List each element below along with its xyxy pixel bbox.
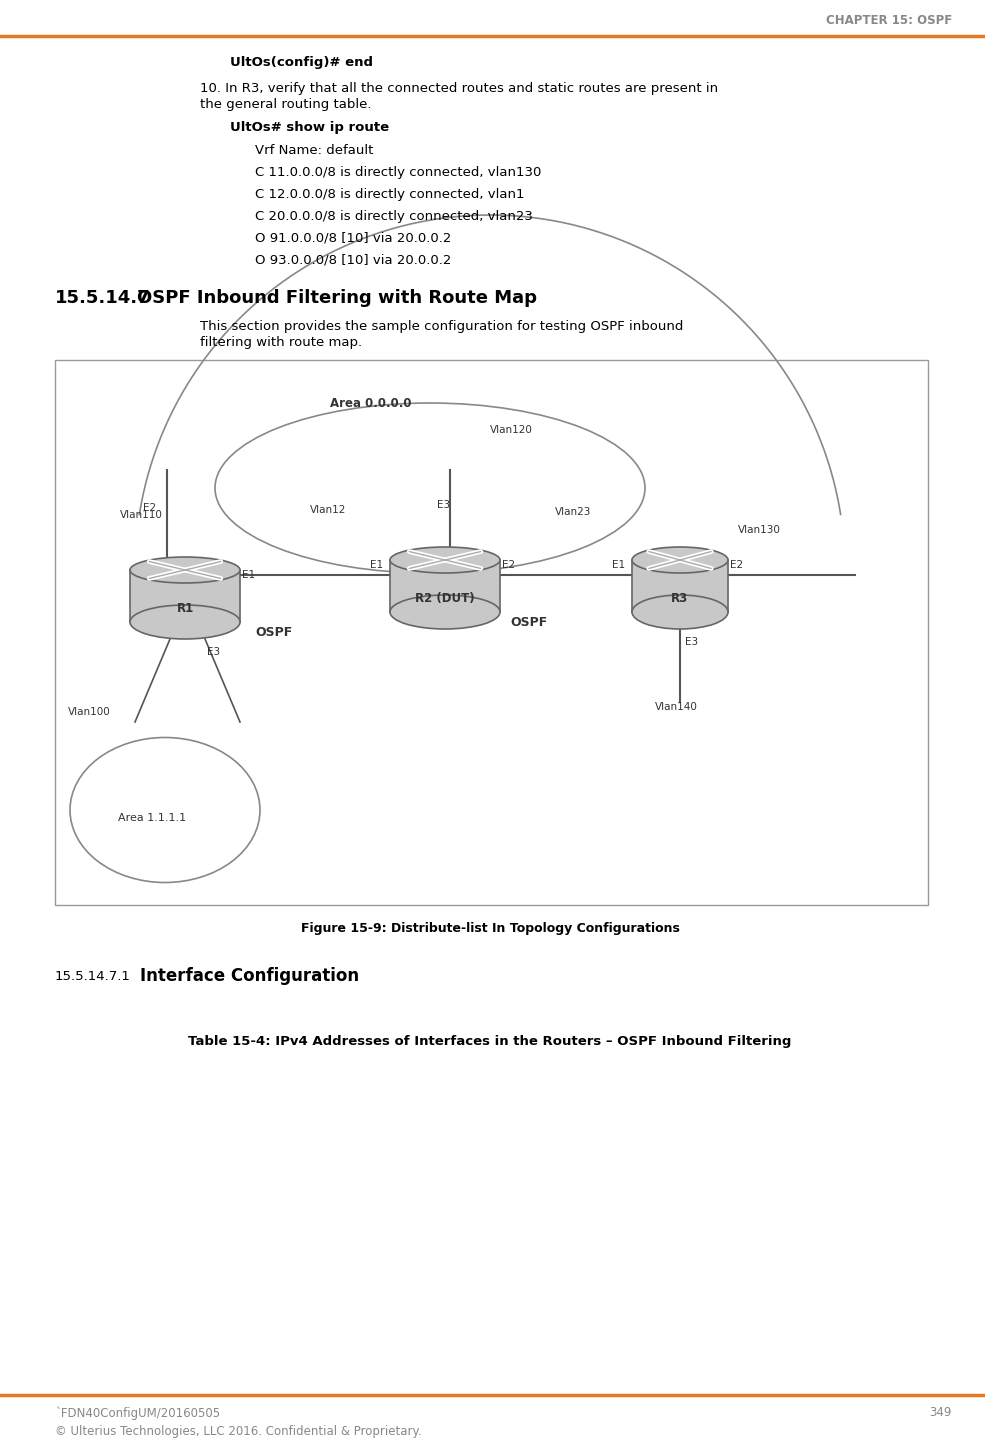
Text: Vlan100: Vlan100 [68, 708, 110, 716]
Bar [130, 570, 240, 622]
Text: R2 (DUT): R2 (DUT) [416, 592, 475, 605]
Ellipse shape [632, 594, 728, 629]
Text: E1: E1 [242, 570, 255, 580]
Text: Area 0.0.0.0: Area 0.0.0.0 [330, 396, 412, 409]
Text: Vrf Name: default: Vrf Name: default [255, 144, 373, 157]
Ellipse shape [130, 605, 240, 639]
Text: Area 1.1.1.1: Area 1.1.1.1 [118, 813, 186, 824]
Text: © Ulterius Technologies, LLC 2016. Confidential & Proprietary.: © Ulterius Technologies, LLC 2016. Confi… [55, 1425, 422, 1438]
Text: 15.5.14.7.1: 15.5.14.7.1 [55, 970, 131, 983]
Ellipse shape [390, 547, 500, 573]
Text: E1: E1 [370, 560, 383, 570]
Text: 15.5.14.7: 15.5.14.7 [55, 289, 151, 307]
Text: UltOs(config)# end: UltOs(config)# end [230, 55, 373, 68]
Text: 10. In R3, verify that all the connected routes and static routes are present in: 10. In R3, verify that all the connected… [200, 81, 718, 94]
Text: the general routing table.: the general routing table. [200, 97, 371, 110]
Text: 349: 349 [930, 1406, 952, 1420]
Text: Interface Configuration: Interface Configuration [140, 967, 360, 985]
Text: O 93.0.0.0/8 [10] via 20.0.0.2: O 93.0.0.0/8 [10] via 20.0.0.2 [255, 254, 451, 267]
Text: Vlan23: Vlan23 [555, 507, 591, 518]
Text: OSPF Inbound Filtering with Route Map: OSPF Inbound Filtering with Route Map [137, 289, 537, 307]
Text: CHAPTER 15: OSPF: CHAPTER 15: OSPF [825, 13, 952, 26]
Ellipse shape [390, 594, 500, 629]
Text: R3: R3 [672, 592, 689, 605]
Text: E2: E2 [502, 560, 515, 570]
Bar [55, 360, 928, 905]
Text: O 91.0.0.0/8 [10] via 20.0.0.2: O 91.0.0.0/8 [10] via 20.0.0.2 [255, 232, 451, 245]
Text: This section provides the sample configuration for testing OSPF inbound: This section provides the sample configu… [200, 319, 684, 332]
Text: filtering with route map.: filtering with route map. [200, 335, 362, 348]
Ellipse shape [130, 557, 240, 583]
Text: E1: E1 [612, 560, 625, 570]
Text: R1: R1 [176, 602, 194, 615]
Text: OSPF: OSPF [255, 625, 293, 638]
Text: Table 15-4: IPv4 Addresses of Interfaces in the Routers – OSPF Inbound Filtering: Table 15-4: IPv4 Addresses of Interfaces… [188, 1035, 792, 1048]
Text: Vlan140: Vlan140 [655, 702, 698, 712]
Ellipse shape [632, 547, 728, 573]
Text: Vlan110: Vlan110 [120, 510, 163, 521]
Bar [390, 560, 500, 612]
Text: OSPF: OSPF [510, 615, 548, 628]
Text: Vlan120: Vlan120 [490, 425, 533, 435]
Text: E2: E2 [730, 560, 743, 570]
Text: Vlan130: Vlan130 [738, 525, 781, 535]
Text: C 11.0.0.0/8 is directly connected, vlan130: C 11.0.0.0/8 is directly connected, vlan… [255, 165, 542, 178]
Text: C 12.0.0.0/8 is directly connected, vlan1: C 12.0.0.0/8 is directly connected, vlan… [255, 187, 524, 200]
Text: Vlan12: Vlan12 [310, 505, 347, 515]
Text: C 20.0.0.0/8 is directly connected, vlan23: C 20.0.0.0/8 is directly connected, vlan… [255, 209, 533, 222]
Text: E3: E3 [207, 647, 220, 657]
Text: E3: E3 [685, 637, 698, 647]
Text: E2: E2 [143, 503, 157, 513]
Text: Figure 15-9: Distribute-list In Topology Configurations: Figure 15-9: Distribute-list In Topology… [300, 922, 680, 934]
Bar [632, 560, 728, 612]
Text: `FDN40ConfigUM/20160505: `FDN40ConfigUM/20160505 [55, 1406, 220, 1420]
Text: UltOs# show ip route: UltOs# show ip route [230, 120, 389, 133]
Text: E3: E3 [437, 500, 450, 510]
